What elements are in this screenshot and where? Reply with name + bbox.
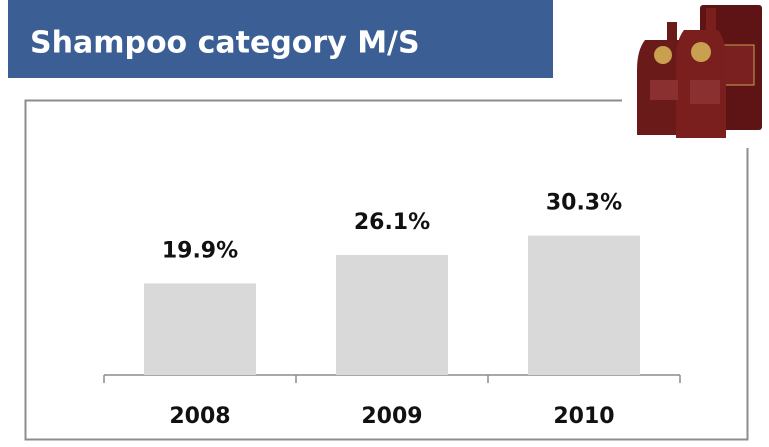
- data-label: 26.1%: [354, 210, 430, 235]
- bar: [144, 283, 256, 375]
- bar: [528, 235, 640, 375]
- x-tick-label: 2009: [361, 404, 422, 429]
- x-axis: [103, 374, 681, 383]
- chart-title: Shampoo category M/S: [30, 26, 420, 61]
- x-tick-label: 2008: [169, 404, 230, 429]
- data-label: 19.9%: [162, 238, 238, 263]
- chart-frame: [24, 99, 749, 441]
- title-banner: [8, 0, 553, 78]
- product-image: [622, 0, 769, 148]
- x-tick-label: 2010: [553, 404, 614, 429]
- data-label: 30.3%: [546, 191, 622, 216]
- bar: [336, 254, 448, 375]
